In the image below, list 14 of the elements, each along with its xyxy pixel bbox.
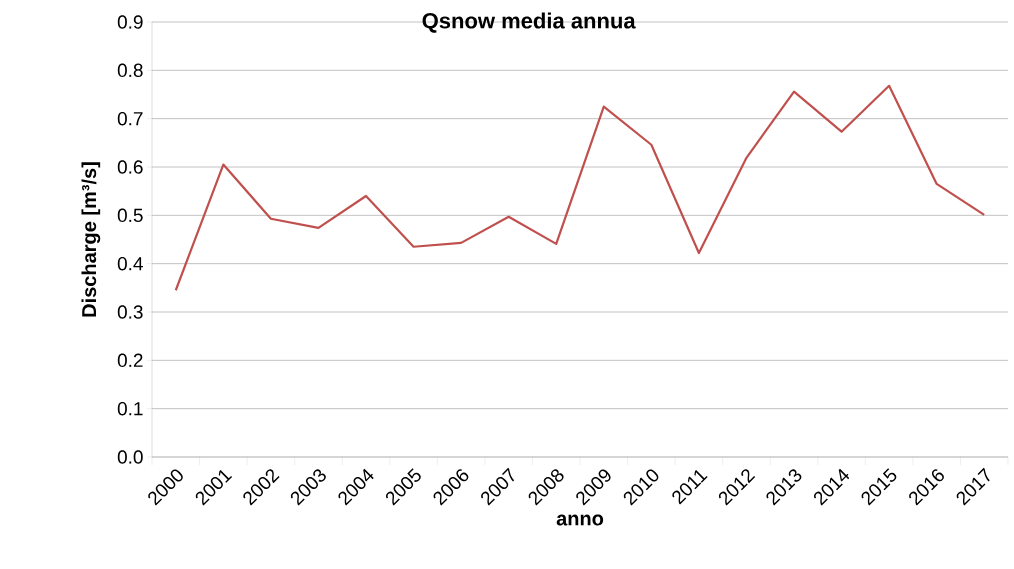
y-tick-label: 0.6 — [117, 160, 143, 174]
y-tick-label: 0.1 — [117, 401, 143, 416]
line-series — [174, 84, 986, 292]
y-tick-label: 0.3 — [117, 305, 143, 319]
y-tick-label: 0.4 — [117, 256, 143, 271]
y-tick-label: 0.9 — [117, 15, 143, 29]
chart-title: Qsnow media annua — [422, 12, 636, 33]
y-tick-label: 0.7 — [117, 111, 143, 126]
y-axis-title: Discharge [m³/s] — [81, 162, 101, 317]
y-tick-label: 0.2 — [117, 353, 143, 368]
y-tick-label: 0.5 — [117, 208, 143, 223]
x-axis-title: anno — [556, 514, 604, 526]
y-tick-label: 0.0 — [117, 450, 143, 464]
y-tick-label: 0.8 — [117, 63, 143, 78]
